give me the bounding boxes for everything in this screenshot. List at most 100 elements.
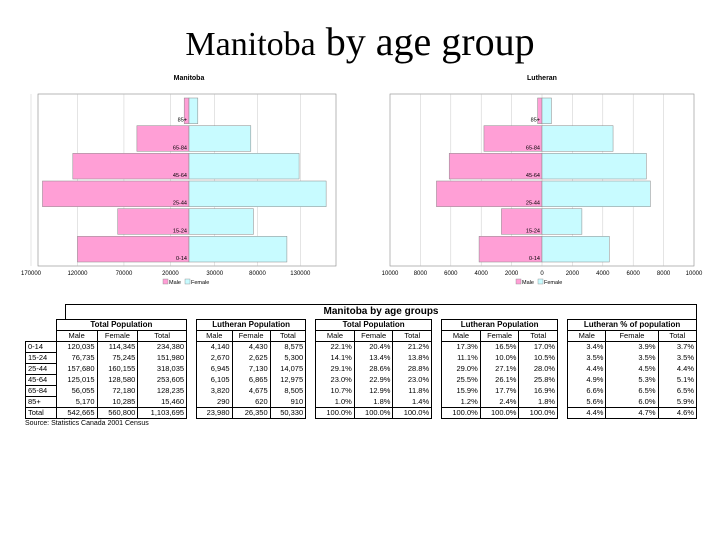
table-cell: 16.5% xyxy=(479,341,520,353)
column-gap xyxy=(432,408,442,419)
column-gap xyxy=(432,353,442,364)
table-cell: 23.0% xyxy=(315,374,355,386)
table-sub-header-row: Male Female Total Male Female Total Male Female… xyxy=(26,330,698,342)
table-cell: 2,670 xyxy=(196,352,233,364)
female-bar xyxy=(188,125,252,152)
table-cell: 560,800 xyxy=(96,407,139,419)
table-cell: 6.5% xyxy=(657,385,698,397)
source-note: Source: Statistics Canada 2001 Census xyxy=(25,420,149,427)
age-category-label: 0-14 xyxy=(176,256,187,262)
column-gap xyxy=(187,320,197,331)
table-cell: 100.0% xyxy=(518,407,559,419)
table-cell: 4.7% xyxy=(605,407,659,419)
row-label: 25-44 xyxy=(25,363,57,375)
table-cell: 3.9% xyxy=(605,341,659,353)
table-cell: 253,605 xyxy=(137,374,188,386)
column-gap xyxy=(187,408,197,419)
sub-header: Total xyxy=(269,330,307,342)
data-table: Total Population Lutheran Population Total… xyxy=(25,319,698,419)
table-cell: 11.8% xyxy=(392,385,433,397)
table-row: 15-24 76,735 75,245 151,980 2,670 2,625 5,300 1… xyxy=(25,352,698,364)
table-cell: 10.7% xyxy=(315,385,355,397)
table-cell: 6.6% xyxy=(567,385,607,397)
table-cell: 318,035 xyxy=(137,363,188,375)
table-cell: 120,035 xyxy=(55,341,98,353)
table-cell: 75,245 xyxy=(96,352,139,364)
table-cell: 28.0% xyxy=(518,363,559,375)
column-gap xyxy=(432,342,442,353)
chart-title: Lutheran xyxy=(527,75,557,82)
manitoba-pyramid-chart: Manitoba 170000 120000 70000 20000 30000 80000… xyxy=(21,75,337,286)
table-cell: 10.5% xyxy=(518,352,559,364)
table-cell: 15,460 xyxy=(137,396,188,408)
table-row: 45-64 125,015 128,580 253,605 6,105 6,865 12,9… xyxy=(25,374,698,386)
table-cell: 100.0% xyxy=(392,407,433,419)
table-cell: 160,155 xyxy=(96,363,139,375)
sub-header: Total xyxy=(392,330,433,342)
table-cell: 5,170 xyxy=(55,396,98,408)
table-cell: 17.3% xyxy=(441,341,481,353)
column-gap xyxy=(432,386,442,397)
table-cell: 128,235 xyxy=(137,385,188,397)
corner-cell xyxy=(26,331,57,342)
age-group-table: Manitoba by age groups Total Population L… xyxy=(25,304,698,427)
table-cell: 8,505 xyxy=(269,385,307,397)
table-cell: 26,350 xyxy=(231,407,271,419)
table-cell: 4.5% xyxy=(605,363,659,375)
table-cell: 15.9% xyxy=(441,385,481,397)
table-cell: 4,430 xyxy=(231,341,271,353)
male-bar xyxy=(72,153,190,180)
legend-swatch-male xyxy=(515,278,522,285)
sub-header: Male xyxy=(315,330,355,342)
male-bar xyxy=(448,153,543,180)
age-category-label: 65-84 xyxy=(526,145,540,151)
column-gap xyxy=(432,331,442,342)
table-cell: 72,180 xyxy=(96,385,139,397)
table-cell: 1.8% xyxy=(353,396,394,408)
female-bar xyxy=(541,208,583,235)
table-cell: 1.4% xyxy=(392,396,433,408)
male-bar xyxy=(478,236,543,263)
x-tick-label: 8000 xyxy=(657,271,671,277)
table-cell: 1,103,695 xyxy=(137,407,188,419)
female-bar xyxy=(188,208,254,235)
column-gap xyxy=(187,331,197,342)
table-cell: 4.4% xyxy=(567,407,607,419)
table-cell: 5.1% xyxy=(657,374,698,386)
table-cell: 2.4% xyxy=(479,396,520,408)
column-gap xyxy=(558,320,568,331)
table-cell: 114,345 xyxy=(96,341,139,353)
table-group-header-row: Total Population Lutheran Population Total… xyxy=(26,319,697,331)
group-header: Lutheran % of population xyxy=(567,319,697,331)
female-bar xyxy=(541,180,651,207)
table-cell: 5.3% xyxy=(605,374,659,386)
table-cell: 10,285 xyxy=(96,396,139,408)
column-gap xyxy=(306,408,316,419)
male-bar xyxy=(436,180,543,207)
table-cell: 6.5% xyxy=(605,385,659,397)
female-bar xyxy=(541,125,614,152)
column-gap xyxy=(558,353,568,364)
sub-header: Total xyxy=(657,330,698,342)
male-bar xyxy=(501,208,543,235)
x-tick-label: 130000 xyxy=(290,271,311,277)
legend-swatch-female xyxy=(184,278,191,285)
female-bar xyxy=(188,236,288,263)
column-gap xyxy=(306,353,316,364)
column-gap xyxy=(187,375,197,386)
sub-header: Female xyxy=(231,330,271,342)
column-gap xyxy=(306,364,316,375)
sub-header: Male xyxy=(567,330,607,342)
table-cell: 27.1% xyxy=(479,363,520,375)
corner-cell xyxy=(26,320,57,331)
x-tick-label: 0 xyxy=(540,271,544,277)
age-category-label: 45-64 xyxy=(526,173,540,179)
age-category-label: 0-14 xyxy=(529,256,540,262)
table-cell: 22.1% xyxy=(315,341,355,353)
x-tick-label: 6000 xyxy=(627,271,641,277)
male-bar xyxy=(117,208,190,235)
legend-label-female: Female xyxy=(191,280,209,286)
table-cell: 151,980 xyxy=(137,352,188,364)
female-bar xyxy=(188,97,199,124)
age-category-label: 85+ xyxy=(178,118,187,124)
